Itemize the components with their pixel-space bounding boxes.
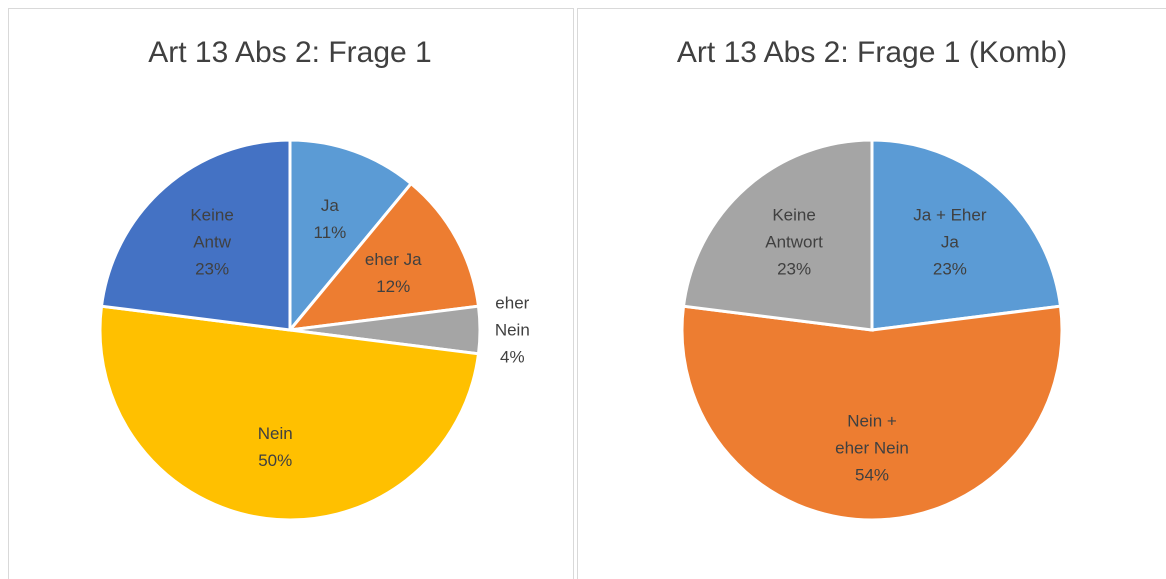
pie-slice — [681, 138, 874, 332]
value-label: 23% — [195, 259, 230, 279]
value-label: 12% — [376, 277, 411, 297]
category-label: Ja — [320, 196, 339, 216]
chart-panel — [8, 8, 574, 579]
chart-panel — [577, 8, 1166, 579]
value-label: 54% — [854, 465, 890, 485]
data-label: Keine Antw 23% — [171, 201, 253, 282]
category-label: Keine Antw — [190, 205, 234, 252]
pie-slice — [99, 138, 292, 332]
pie-slice — [98, 304, 481, 522]
category-label: Nein — [257, 423, 293, 443]
data-label: Keine Antwort 23% — [753, 201, 835, 282]
category-label: eher Nein — [494, 293, 530, 340]
category-label: Keine Antwort — [765, 205, 823, 252]
data-label: Nein + eher Nein 54% — [831, 407, 913, 488]
pie-slice — [870, 138, 1063, 332]
chart-title: Art 13 Abs 2: Frage 1 (Komb) — [676, 36, 1068, 69]
value-label: 23% — [777, 259, 812, 279]
pie-slice — [288, 138, 414, 335]
pie-slice — [680, 304, 1064, 522]
value-label: 4% — [500, 347, 525, 367]
data-label: eher Nein 4% — [487, 290, 537, 371]
value-label: 11% — [313, 223, 347, 243]
pie-slice — [286, 181, 481, 332]
data-label: eher Ja 12% — [352, 246, 434, 300]
category-label: Nein + eher Nein — [835, 411, 909, 458]
data-label: Ja 11% — [289, 192, 371, 246]
data-label: Nein 50% — [234, 420, 316, 474]
value-label: 23% — [932, 259, 967, 279]
category-label: Ja + Eher Ja — [913, 205, 987, 252]
value-label: 50% — [258, 450, 293, 470]
category-label: eher Ja — [364, 250, 422, 270]
chart-title: Art 13 Abs 2: Frage 1 — [148, 36, 432, 69]
data-label: Ja + Eher Ja 23% — [909, 201, 991, 282]
